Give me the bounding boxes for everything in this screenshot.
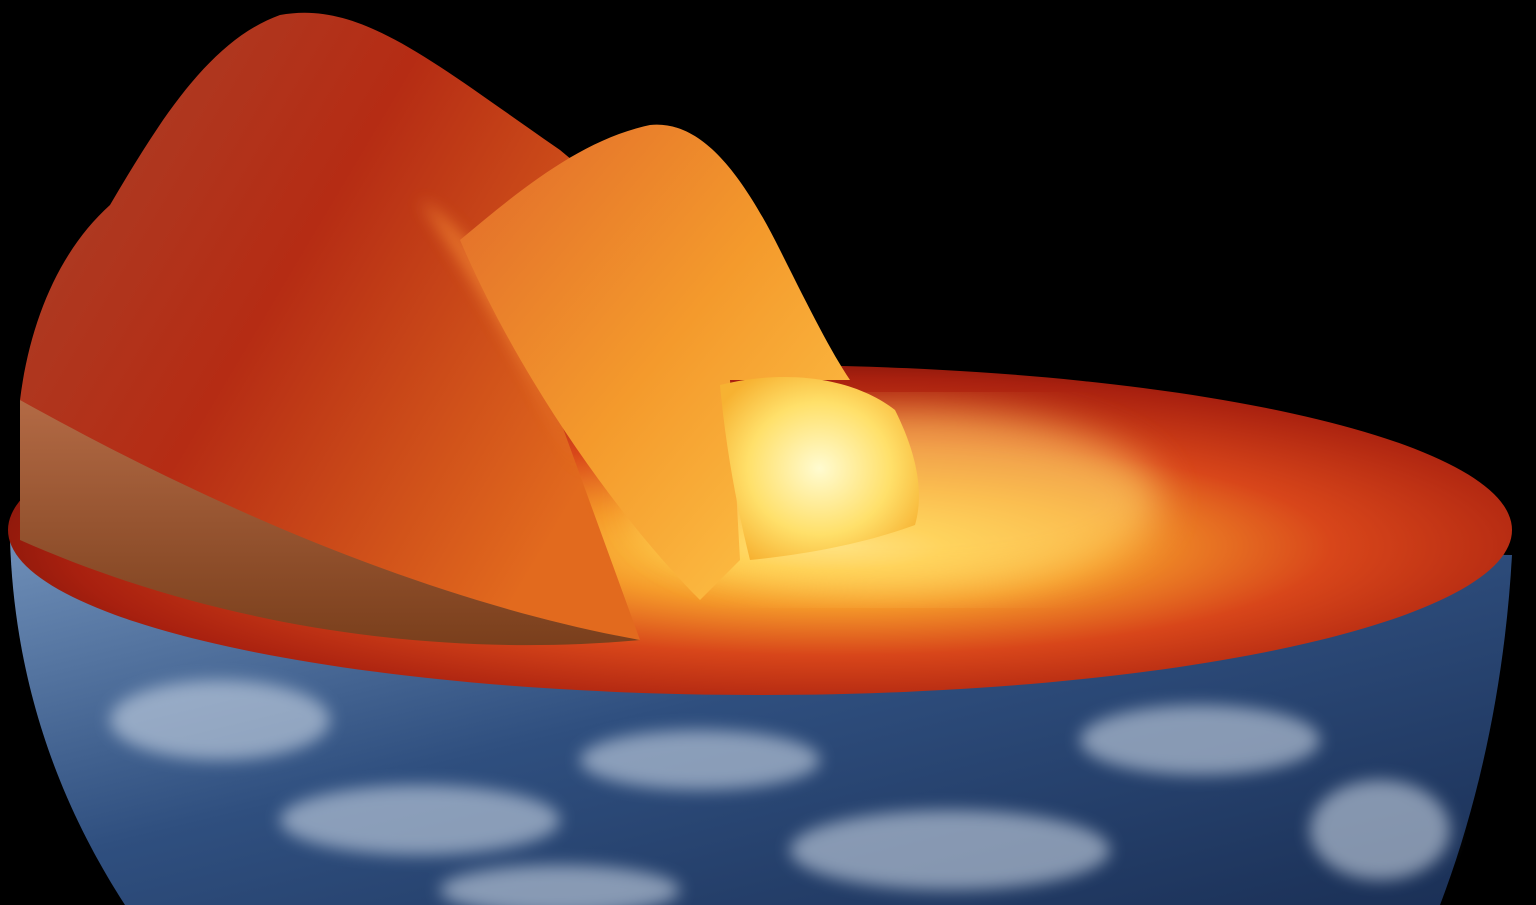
clouds xyxy=(110,680,1450,905)
inner-core xyxy=(720,377,919,560)
outer-core-wedge xyxy=(460,124,850,600)
mantle-wedge xyxy=(20,12,640,641)
